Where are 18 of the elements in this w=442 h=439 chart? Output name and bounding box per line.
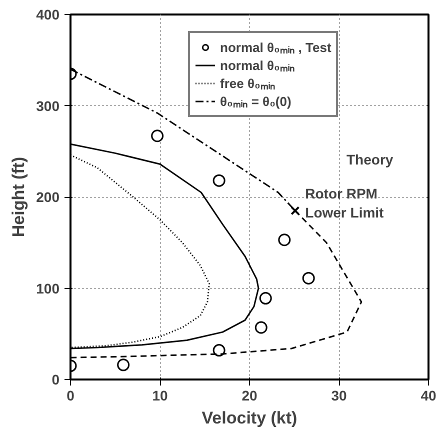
x-tick-label: 40 [420,388,436,404]
legend-label: θ₀ₘᵢₙ = θ₀(0) [220,93,292,110]
y-tick-label: 100 [36,280,60,296]
x-axis-title: Velocity (kt) [202,408,298,428]
legend-label: normal θ₀ₘᵢₙ , Test [220,39,332,56]
x-tick-label: 30 [331,388,347,404]
x-tick-label: 20 [242,388,258,404]
y-tick-label: 200 [36,189,60,205]
x-tick-label: 10 [152,388,168,404]
y-axis-title: Height (ft) [9,156,28,238]
y-tick-label: 300 [36,98,60,114]
annotation: Rotor RPM Lower Limit [305,185,384,221]
y-tick-label: 400 [36,6,60,22]
annotation: Theory [346,152,394,168]
x-tick-label: 0 [66,388,75,404]
legend-label: normal θ₀ₘᵢₙ [220,57,295,74]
legend-label: free θ₀ₘᵢₙ [220,75,276,92]
y-tick-label: 0 [52,372,60,388]
